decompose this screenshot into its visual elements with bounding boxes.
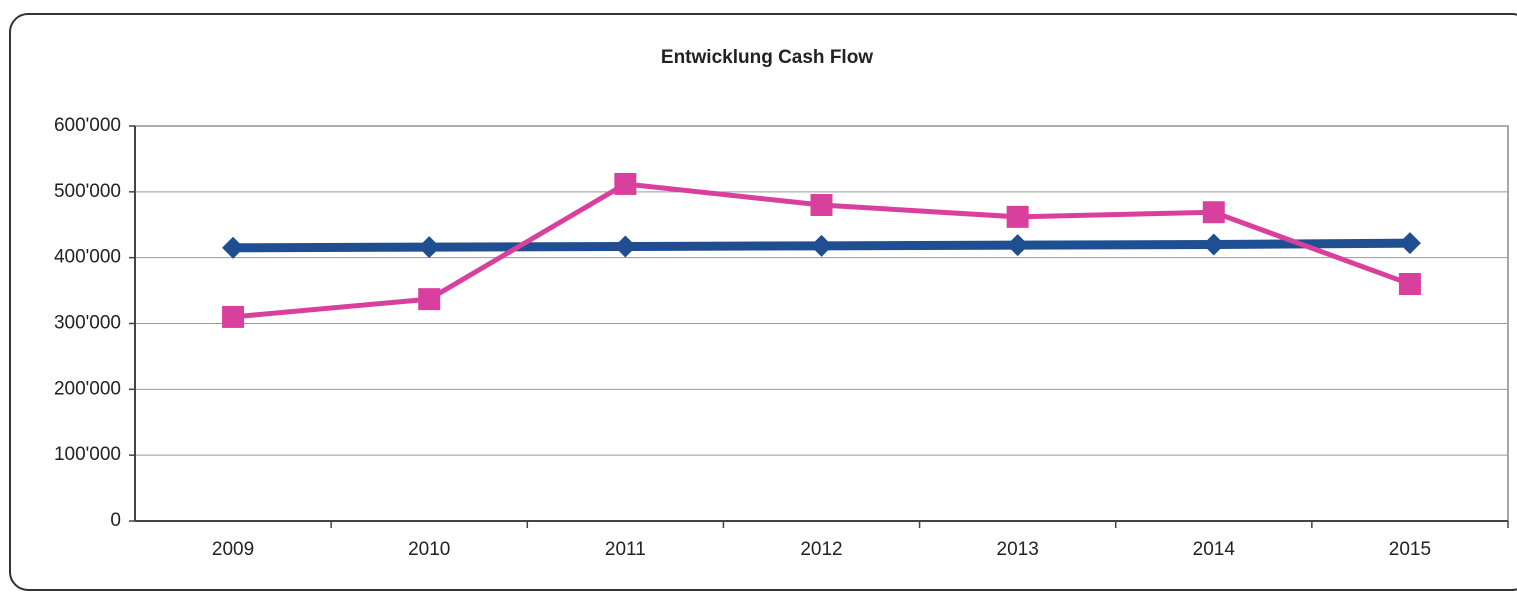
marker xyxy=(1006,234,1029,257)
marker xyxy=(1398,232,1421,255)
marker xyxy=(222,305,245,328)
y-tick-label: 100'000 xyxy=(54,444,121,465)
x-tick-label: 2013 xyxy=(997,539,1039,560)
x-tick-label: 2015 xyxy=(1389,539,1431,560)
x-tick-label: 2014 xyxy=(1193,539,1236,560)
marker xyxy=(1398,273,1421,295)
marker xyxy=(614,235,637,258)
x-tick-label: 2010 xyxy=(408,539,450,560)
chart-frame xyxy=(9,13,1517,591)
y-tick-label: 0 xyxy=(110,510,121,531)
y-tick-label: 500'000 xyxy=(54,181,121,202)
y-tick-label: 600'000 xyxy=(54,115,121,136)
marker xyxy=(1202,233,1225,256)
x-tick-label: 2012 xyxy=(800,539,842,560)
marker xyxy=(222,236,245,259)
y-tick-label: 300'000 xyxy=(54,313,121,334)
marker xyxy=(614,172,637,195)
x-tick-label: 2009 xyxy=(212,539,254,560)
marker xyxy=(810,194,833,216)
marker xyxy=(810,234,833,257)
x-tick-label: 2011 xyxy=(605,539,646,560)
marker xyxy=(1006,205,1029,228)
chart-title: Entwicklung Cash Flow xyxy=(661,47,873,68)
y-tick-label: 200'000 xyxy=(54,378,121,399)
marker xyxy=(418,236,441,259)
marker xyxy=(418,288,441,311)
y-tick-label: 400'000 xyxy=(54,247,121,268)
marker xyxy=(1202,201,1225,224)
